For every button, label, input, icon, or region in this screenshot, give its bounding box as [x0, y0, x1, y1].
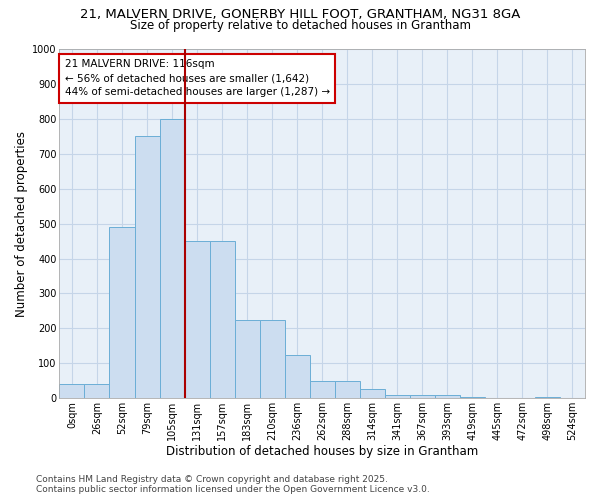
Bar [185, 241, 209, 398]
Text: Contains HM Land Registry data © Crown copyright and database right 2025.
Contai: Contains HM Land Registry data © Crown c… [36, 474, 430, 494]
Bar [134, 136, 160, 398]
Bar [335, 380, 360, 398]
Bar [360, 390, 385, 398]
X-axis label: Distribution of detached houses by size in Grantham: Distribution of detached houses by size … [166, 444, 478, 458]
Bar [109, 227, 134, 398]
Text: 21 MALVERN DRIVE: 116sqm
← 56% of detached houses are smaller (1,642)
44% of sem: 21 MALVERN DRIVE: 116sqm ← 56% of detach… [65, 60, 330, 98]
Bar [260, 320, 284, 398]
Bar [209, 241, 235, 398]
Text: 21, MALVERN DRIVE, GONERBY HILL FOOT, GRANTHAM, NG31 8GA: 21, MALVERN DRIVE, GONERBY HILL FOOT, GR… [80, 8, 520, 21]
Bar [284, 354, 310, 398]
Bar [435, 396, 460, 398]
Bar [460, 397, 485, 398]
Bar [59, 384, 85, 398]
Bar [85, 384, 109, 398]
Bar [235, 320, 260, 398]
Text: Size of property relative to detached houses in Grantham: Size of property relative to detached ho… [130, 19, 470, 32]
Bar [160, 119, 185, 398]
Y-axis label: Number of detached properties: Number of detached properties [15, 130, 28, 316]
Bar [535, 397, 560, 398]
Bar [410, 394, 435, 398]
Bar [310, 380, 335, 398]
Bar [385, 394, 410, 398]
